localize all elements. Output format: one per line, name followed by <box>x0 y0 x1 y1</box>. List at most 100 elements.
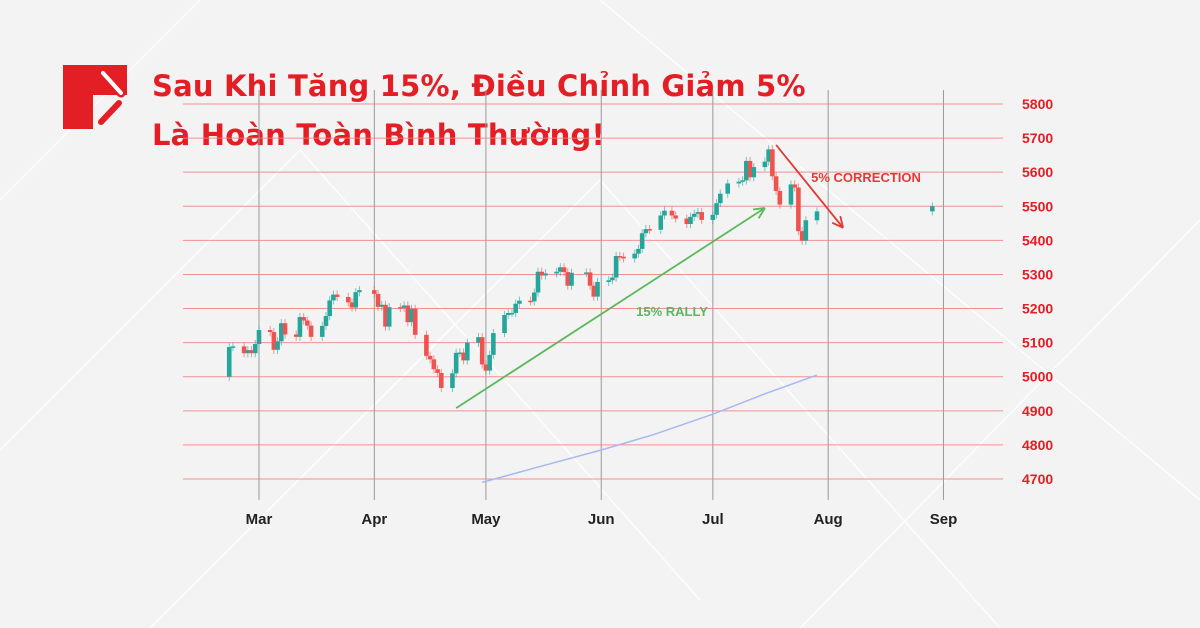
candle-body <box>636 248 641 254</box>
candle-body <box>736 181 742 184</box>
candle-body <box>431 359 437 370</box>
candle-body <box>293 334 299 337</box>
candle-body <box>766 149 771 162</box>
candle-body <box>252 344 258 354</box>
arrowhead <box>831 221 844 229</box>
candle-body <box>528 300 533 303</box>
candle-body <box>461 352 466 361</box>
candle-body <box>814 211 820 221</box>
candle-body <box>617 256 623 258</box>
candle-body <box>595 281 600 297</box>
candle-body <box>345 296 351 303</box>
y-tick-label: 4900 <box>1022 403 1053 419</box>
candle-body <box>383 304 388 327</box>
candle-body <box>587 272 593 286</box>
candle-body <box>331 294 336 301</box>
candle-body <box>691 213 697 217</box>
candle-body <box>308 325 314 337</box>
candle-body <box>487 354 492 371</box>
candle-body <box>513 303 518 313</box>
candle-body <box>271 332 277 350</box>
candle-body <box>282 323 288 335</box>
candle-body <box>543 273 548 276</box>
candle-body <box>744 160 749 181</box>
candle-body <box>535 271 541 293</box>
candle-body <box>483 364 489 371</box>
brand-logo-icon <box>63 65 127 129</box>
candle-body <box>751 167 757 178</box>
y-tick-label: 4700 <box>1022 471 1053 487</box>
annotation-label: 15% RALLY <box>636 304 708 319</box>
candle-body <box>386 307 392 327</box>
candle-body <box>695 212 701 214</box>
candle-body <box>561 267 567 273</box>
candle-body <box>647 229 652 231</box>
x-tick-label: Sep <box>930 511 958 528</box>
candle-body <box>353 292 359 308</box>
candle-body <box>279 323 284 342</box>
title-line-1: Sau Khi Tăng 15%, Điều Chỉnh Giảm 5% <box>152 69 806 103</box>
candle-body <box>267 330 273 333</box>
candle-body <box>632 253 638 259</box>
candle-body <box>539 271 545 276</box>
candle-body <box>717 193 723 204</box>
annotation-label: 5% CORRECTION <box>811 170 921 185</box>
candle-body <box>710 214 716 220</box>
candle-body <box>319 325 325 337</box>
candle-body <box>643 229 649 234</box>
y-tick-label: 5000 <box>1022 369 1053 385</box>
candle-body <box>662 210 667 216</box>
candle-body <box>405 305 411 323</box>
page-title: Sau Khi Tăng 15%, Điều Chỉnh Giảm 5% Là … <box>152 62 806 160</box>
candle-body <box>725 183 731 194</box>
y-tick-label: 5800 <box>1022 96 1053 112</box>
x-tick-label: Apr <box>361 511 387 528</box>
candle-body <box>438 372 444 388</box>
candle-body <box>747 160 753 178</box>
candle-body <box>803 220 809 241</box>
candle-body <box>372 290 377 294</box>
candle-body <box>565 272 571 286</box>
y-tick-label: 4800 <box>1022 437 1053 453</box>
candle-body <box>606 280 611 282</box>
candle-body <box>740 180 745 182</box>
candle-body <box>256 330 262 344</box>
candle-body <box>773 176 779 191</box>
y-tick-label: 5100 <box>1022 335 1053 351</box>
candle-body <box>476 337 481 343</box>
candle-body <box>275 341 280 350</box>
candle-body <box>792 184 797 188</box>
candle-body <box>517 300 522 304</box>
candle-body <box>621 256 626 259</box>
candle-body <box>241 346 247 354</box>
y-tick-label: 5400 <box>1022 232 1053 248</box>
x-tick-label: Jul <box>702 511 724 528</box>
candle-body <box>509 312 515 315</box>
candle-body <box>613 256 619 278</box>
candle-body <box>502 315 507 334</box>
candle-body <box>584 272 589 274</box>
x-tick-label: Aug <box>814 511 843 528</box>
candle-body <box>796 187 801 232</box>
candle-body <box>770 149 775 177</box>
candle-body <box>379 304 385 307</box>
candle-body <box>409 308 414 323</box>
candle-body <box>450 373 455 388</box>
candle-body <box>799 231 805 241</box>
candle-body <box>673 215 678 219</box>
candle-body <box>788 184 794 205</box>
candle-body <box>297 317 303 337</box>
y-tick-label: 5200 <box>1022 301 1053 317</box>
arrowhead <box>839 215 844 228</box>
candle-body <box>357 290 362 293</box>
candle-body <box>457 352 463 355</box>
candle-body <box>375 293 381 307</box>
candle-body <box>699 212 704 220</box>
candle-body <box>569 272 574 286</box>
candle-body <box>349 302 355 308</box>
candle-body <box>453 352 459 374</box>
candle-body <box>714 203 719 215</box>
candle-body <box>398 307 403 309</box>
